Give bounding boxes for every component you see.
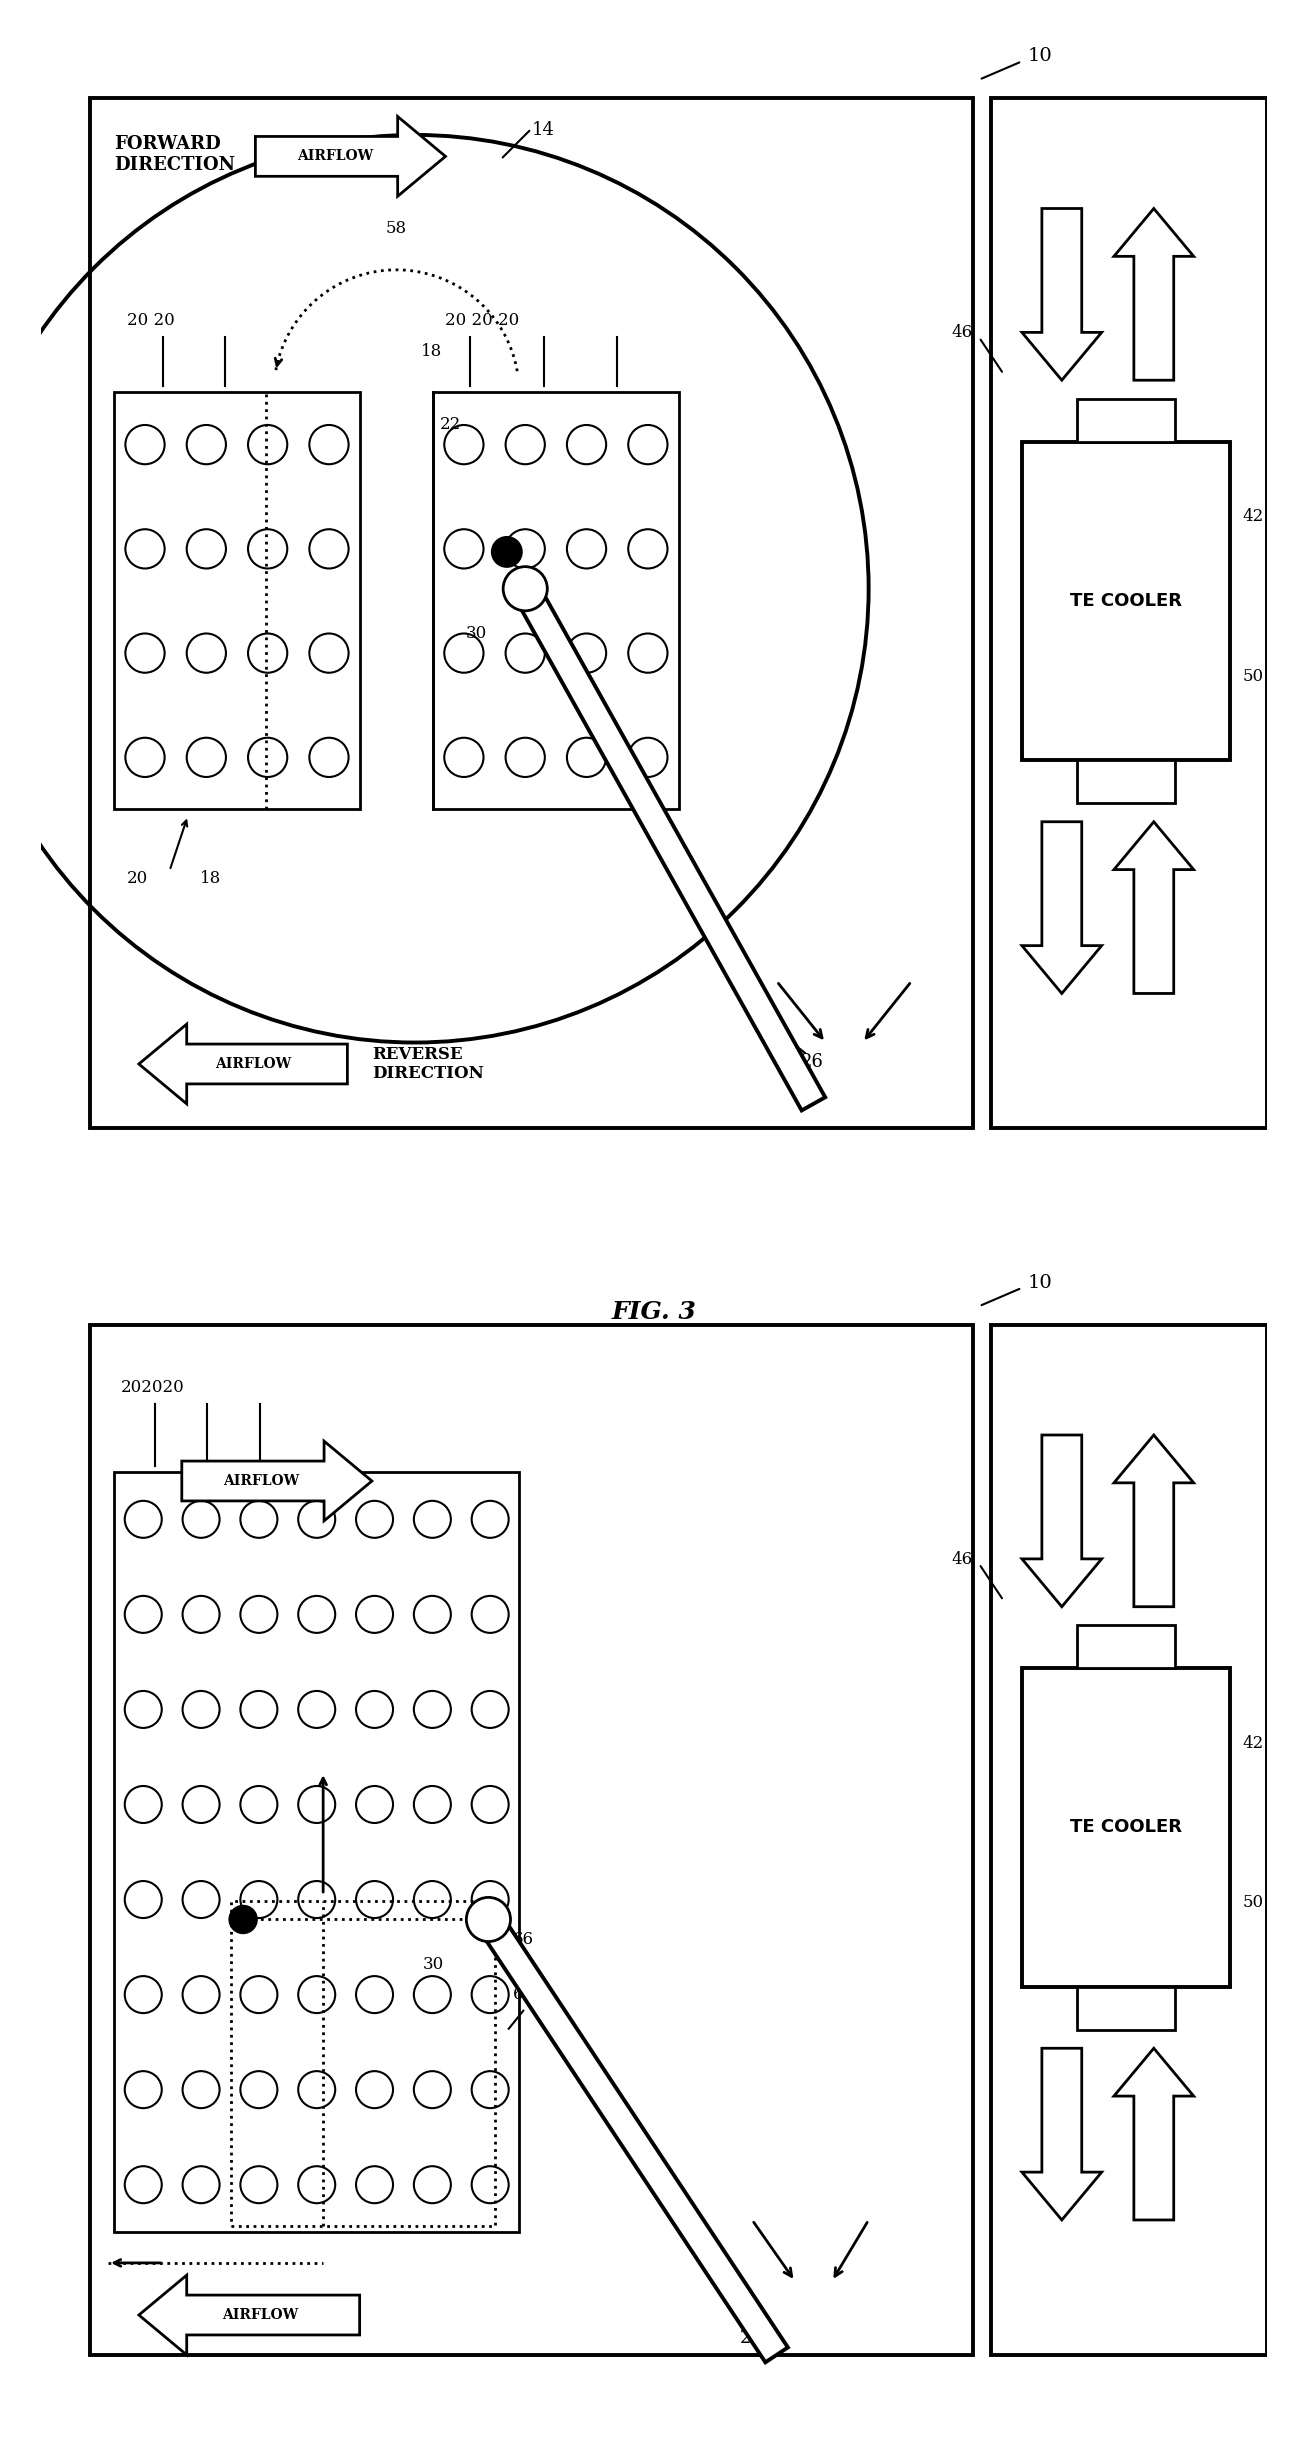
Text: 10: 10 [1028, 47, 1053, 66]
Polygon shape [1022, 822, 1101, 993]
Circle shape [229, 1904, 258, 1933]
Bar [433, 392, 679, 809]
Text: 62: 62 [513, 1984, 534, 2002]
Text: 66: 66 [513, 1931, 534, 1948]
Text: 14: 14 [531, 120, 555, 140]
Bar [1078, 760, 1176, 805]
Text: 20: 20 [127, 871, 148, 888]
Text: AIRFLOW: AIRFLOW [222, 2308, 298, 2323]
Text: 58: 58 [386, 221, 407, 238]
Circle shape [467, 1899, 510, 1943]
Text: 22: 22 [439, 417, 460, 434]
Polygon shape [1114, 2048, 1194, 2220]
Bar [1078, 1624, 1176, 1668]
Bar [1022, 442, 1231, 760]
Bar [90, 1325, 973, 2355]
Bar [114, 1472, 519, 2232]
Text: 50: 50 [1243, 667, 1264, 684]
Bar [230, 1901, 494, 2227]
Bar [1022, 1668, 1231, 1987]
Text: AIRFLOW: AIRFLOW [297, 150, 373, 164]
Text: 42: 42 [1243, 508, 1264, 525]
Polygon shape [255, 115, 446, 196]
Text: 20 20: 20 20 [127, 312, 174, 329]
Circle shape [490, 535, 523, 569]
Bar [1078, 1987, 1176, 2031]
Text: 30: 30 [466, 626, 487, 643]
Polygon shape [1022, 2048, 1101, 2220]
Text: 18: 18 [421, 343, 442, 361]
Text: 42: 42 [1243, 1734, 1264, 1751]
Text: AIRFLOW: AIRFLOW [216, 1057, 292, 1072]
Text: 46: 46 [952, 324, 973, 341]
Polygon shape [1022, 1435, 1101, 1607]
Text: FORWARD
DIRECTION: FORWARD DIRECTION [114, 135, 235, 174]
Text: 46: 46 [952, 1550, 973, 1567]
Circle shape [504, 567, 547, 611]
Polygon shape [1114, 209, 1194, 380]
Bar [991, 98, 1267, 1128]
Polygon shape [139, 2276, 360, 2355]
Polygon shape [182, 1442, 371, 1521]
Bar [114, 392, 360, 809]
Text: AIRFLOW: AIRFLOW [224, 1474, 300, 1489]
Text: 10: 10 [1028, 1273, 1053, 1293]
Text: FIG. 3: FIG. 3 [612, 1300, 696, 1325]
Polygon shape [477, 1911, 787, 2362]
Text: 202020: 202020 [120, 1379, 184, 1396]
Bar [1078, 397, 1176, 442]
Polygon shape [1114, 1435, 1194, 1607]
Polygon shape [514, 581, 825, 1111]
Text: 20 20 20: 20 20 20 [446, 312, 519, 329]
Polygon shape [1022, 209, 1101, 380]
Text: REVERSE
DIRECTION: REVERSE DIRECTION [371, 1045, 484, 1082]
Text: 30: 30 [422, 1955, 443, 1972]
Bar [991, 1325, 1267, 2355]
Text: 50: 50 [1243, 1894, 1264, 1911]
Polygon shape [1114, 822, 1194, 993]
Bar [90, 98, 973, 1128]
Text: 26: 26 [802, 1052, 824, 1072]
Polygon shape [139, 1025, 348, 1104]
Text: TE COOLER: TE COOLER [1070, 591, 1182, 611]
Text: TE COOLER: TE COOLER [1070, 1818, 1182, 1837]
Text: 26: 26 [740, 2328, 763, 2348]
Text: 18: 18 [200, 871, 221, 888]
